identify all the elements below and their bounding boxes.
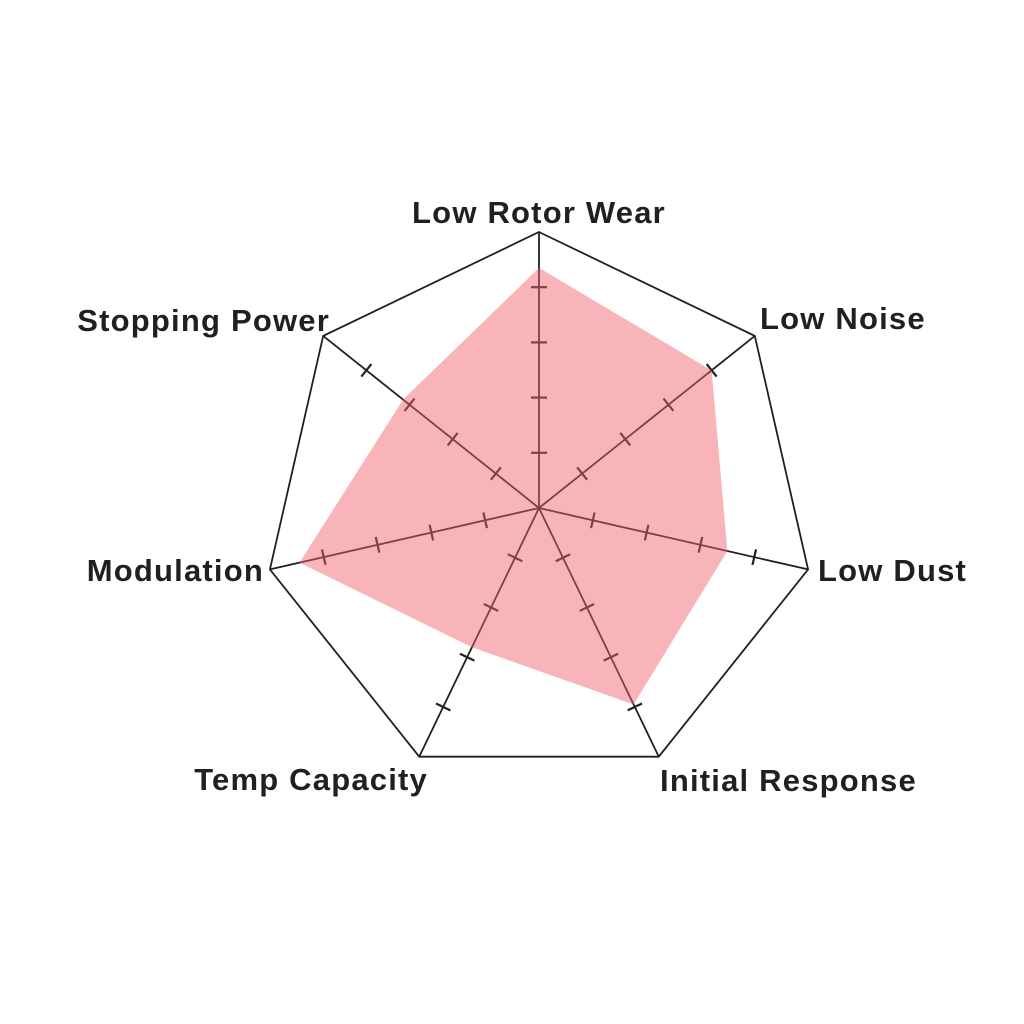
tick-mark	[627, 702, 643, 712]
tick-mark	[403, 397, 416, 412]
radar-spoke	[322, 335, 540, 509]
tick-mark	[603, 652, 619, 662]
tick-mark	[374, 536, 381, 553]
tick-mark	[697, 536, 704, 553]
radar-spoke	[538, 507, 809, 571]
tick-mark	[482, 512, 489, 529]
radar-outline	[268, 231, 810, 758]
tick-mark	[619, 432, 632, 447]
tick-mark	[751, 549, 758, 566]
tick-mark	[489, 466, 502, 481]
tick-mark	[662, 397, 675, 412]
tick-mark	[446, 432, 459, 447]
axis-label-low-noise: Low Noise	[760, 301, 926, 336]
tick-mark	[576, 466, 589, 481]
radar-spoke	[538, 335, 756, 509]
radar-spoke	[418, 507, 540, 758]
tick-mark	[555, 553, 571, 563]
axis-label-modulation: Modulation	[87, 553, 264, 588]
radar-spoke	[538, 507, 660, 758]
tick-mark	[320, 549, 327, 566]
tick-mark	[589, 512, 596, 529]
axis-label-temp-capacity: Temp Capacity	[194, 762, 428, 797]
data-polygon	[299, 267, 728, 705]
radar-spoke	[269, 507, 540, 571]
radar-grid	[268, 231, 810, 758]
tick-mark	[360, 363, 373, 378]
tick-mark	[579, 603, 595, 612]
tick-mark	[643, 524, 650, 541]
tick-mark	[459, 652, 475, 662]
axis-label-low-dust: Low Dust	[818, 553, 967, 588]
tick-mark	[483, 603, 499, 612]
tick-mark	[435, 702, 451, 712]
axis-label-initial-response: Initial Response	[660, 763, 917, 798]
tick-mark	[507, 553, 523, 563]
axis-label-low-rotor-wear: Low Rotor Wear	[412, 195, 666, 230]
tick-mark	[705, 363, 718, 378]
tick-mark	[428, 524, 435, 541]
axis-label-stopping-power: Stopping Power	[77, 303, 330, 338]
